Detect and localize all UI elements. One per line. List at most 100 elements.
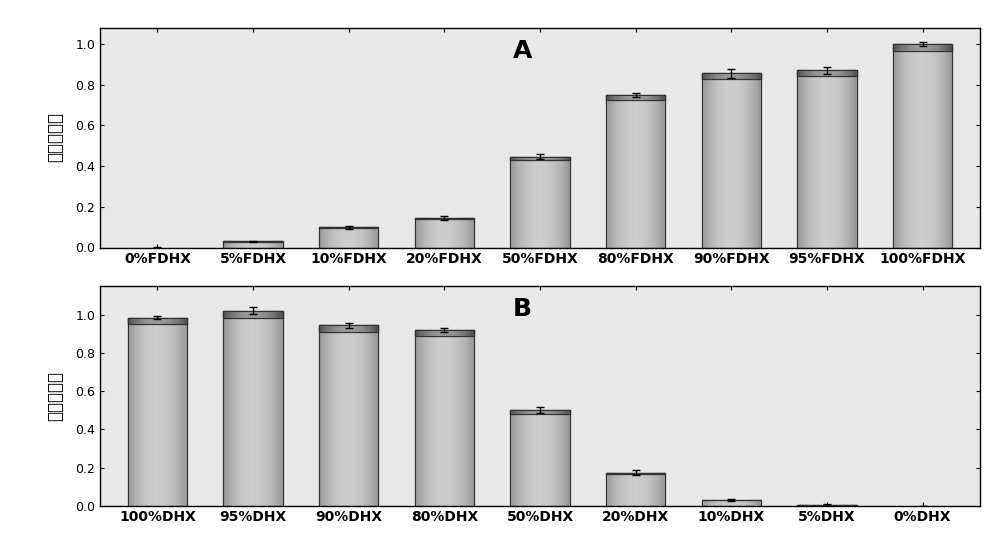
Bar (259, 241, 262, 242)
Bar (848, 70, 851, 76)
Bar (821, 70, 824, 76)
Bar (447, 218, 450, 219)
Bar (893, 44, 952, 51)
Bar (896, 44, 897, 248)
Bar (328, 227, 331, 228)
Bar (272, 311, 274, 506)
Bar (163, 317, 165, 506)
Bar (616, 472, 618, 506)
Bar (658, 95, 659, 248)
Bar (567, 157, 570, 160)
Bar (325, 227, 326, 248)
Bar (830, 505, 833, 506)
Bar (234, 311, 235, 506)
Bar (541, 157, 543, 248)
Bar (415, 218, 474, 248)
Bar (352, 325, 353, 506)
Bar (825, 70, 827, 248)
Bar (624, 95, 627, 100)
Bar (715, 500, 716, 506)
Bar (722, 73, 725, 79)
Bar (275, 311, 277, 506)
Bar (565, 410, 567, 506)
Bar (347, 325, 349, 506)
Bar (277, 241, 280, 242)
Bar (515, 410, 516, 506)
Bar (564, 157, 567, 160)
Bar (271, 241, 274, 242)
Bar (802, 70, 803, 248)
Bar (450, 218, 452, 248)
Bar (421, 330, 422, 506)
Bar (618, 95, 621, 100)
Bar (714, 73, 715, 248)
Bar (352, 227, 355, 228)
Bar (223, 311, 283, 318)
Bar (361, 227, 362, 248)
Bar (256, 241, 257, 248)
Bar (565, 157, 567, 248)
Bar (934, 44, 936, 248)
Bar (128, 317, 129, 506)
Bar (533, 157, 534, 248)
Bar (421, 330, 424, 336)
Bar (150, 317, 151, 506)
Bar (815, 70, 818, 76)
Bar (244, 311, 246, 506)
Bar (328, 325, 329, 506)
Bar (725, 73, 727, 248)
Bar (527, 157, 528, 248)
Bar (833, 505, 834, 506)
Bar (184, 317, 186, 506)
Bar (325, 227, 328, 228)
Bar (453, 218, 456, 219)
Bar (365, 227, 366, 248)
Bar (262, 241, 265, 242)
Bar (431, 330, 432, 506)
Bar (609, 95, 612, 100)
Bar (418, 218, 421, 219)
Bar (854, 70, 857, 76)
Bar (531, 410, 534, 414)
Bar (280, 311, 283, 318)
Bar (827, 505, 828, 506)
Bar (823, 70, 824, 248)
Bar (375, 325, 378, 332)
Bar (140, 317, 143, 324)
Bar (549, 410, 552, 414)
Bar (610, 95, 612, 248)
Bar (656, 472, 658, 506)
Bar (255, 241, 256, 248)
Bar (422, 330, 424, 506)
Bar (534, 157, 537, 160)
Bar (355, 227, 356, 248)
Bar (346, 227, 349, 228)
Bar (740, 500, 742, 506)
Bar (229, 241, 232, 242)
Bar (818, 70, 820, 248)
Bar (746, 73, 748, 248)
Bar (702, 500, 761, 506)
Bar (325, 325, 328, 332)
Bar (418, 218, 419, 248)
Bar (238, 241, 241, 242)
Bar (235, 241, 238, 242)
Bar (361, 325, 364, 332)
Bar (186, 317, 187, 506)
Bar (558, 410, 559, 506)
Bar (648, 95, 650, 100)
Bar (518, 410, 519, 506)
Bar (346, 325, 349, 332)
Bar (561, 410, 562, 506)
Bar (558, 410, 561, 414)
Bar (263, 241, 265, 248)
Bar (627, 95, 630, 100)
Bar (547, 410, 549, 506)
Bar (719, 73, 721, 248)
Bar (836, 70, 837, 248)
Bar (734, 73, 736, 248)
Bar (754, 500, 755, 506)
Bar (458, 330, 459, 506)
Bar (727, 73, 728, 248)
Bar (552, 410, 553, 506)
